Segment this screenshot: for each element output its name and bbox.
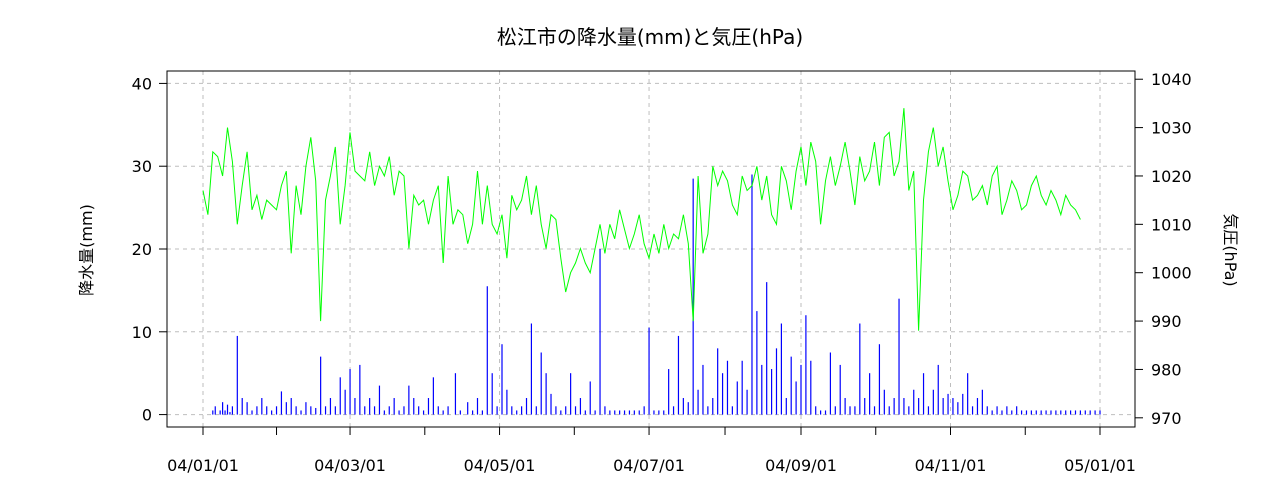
y-axis-left: 0 10 20 30 40	[132, 74, 167, 425]
y-axis-right: 970 980 990 1000 1010 1020 1030 1040	[1135, 70, 1192, 428]
y-right-tick-label: 1000	[1151, 264, 1192, 283]
x-tick-label: 04/07/01	[613, 456, 685, 475]
x-tick-label: 04/01/01	[167, 456, 239, 475]
x-axis: 04/01/01 04/03/01 04/05/01 04/07/01 04/09/01…	[167, 427, 1136, 475]
y-left-tick-label: 40	[132, 74, 152, 93]
y-right-tick-label: 1040	[1151, 70, 1192, 89]
x-tick-label: 05/01/01	[1064, 456, 1136, 475]
chart-title: 松江市の降水量(mm)と気圧(hPa)	[497, 25, 803, 49]
y-right-tick-label: 1010	[1151, 215, 1192, 234]
y-left-tick-label: 10	[132, 323, 152, 342]
y-left-tick-label: 0	[142, 406, 152, 425]
y-right-label: 気圧(hPa)	[1221, 213, 1240, 286]
y-right-tick-label: 990	[1151, 312, 1182, 331]
y-left-tick-label: 30	[132, 157, 152, 176]
y-right-tick-label: 980	[1151, 360, 1182, 379]
y-right-tick-label: 970	[1151, 409, 1182, 428]
x-tick-label: 04/11/01	[915, 456, 987, 475]
y-left-label: 降水量(mm)	[77, 204, 96, 296]
y-right-tick-label: 1030	[1151, 119, 1192, 138]
precipitation-bars	[212, 174, 1101, 415]
y-left-tick-label: 20	[132, 240, 152, 259]
x-tick-label: 04/09/01	[765, 456, 837, 475]
pressure-line	[202, 108, 1081, 331]
x-tick-label: 04/05/01	[464, 456, 536, 475]
x-tick-label: 04/03/01	[314, 456, 386, 475]
y-right-tick-label: 1020	[1151, 167, 1192, 186]
